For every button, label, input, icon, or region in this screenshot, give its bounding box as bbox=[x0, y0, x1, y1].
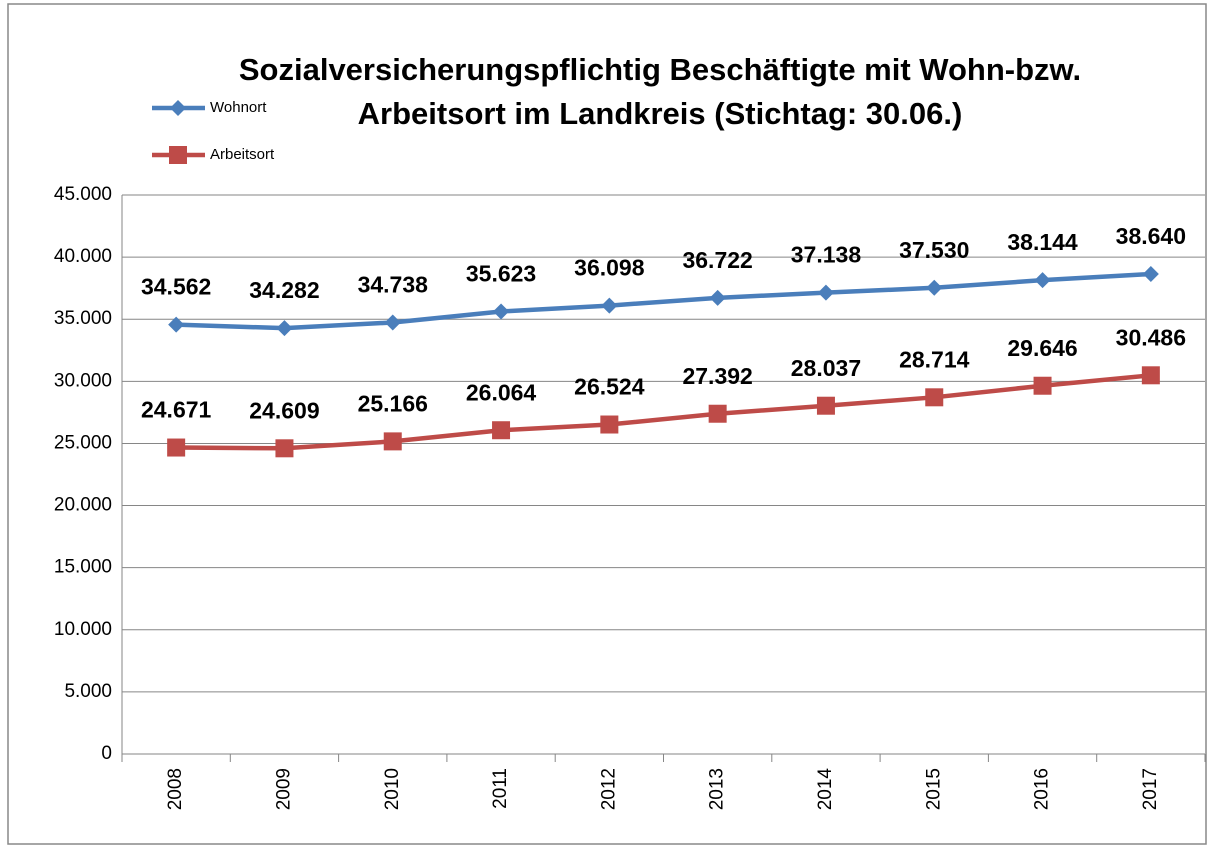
data-point bbox=[168, 316, 185, 333]
legend-label: Wohnort bbox=[210, 99, 267, 116]
data-point bbox=[167, 438, 186, 457]
y-tick-label: 25.000 bbox=[54, 432, 112, 453]
data-label: 25.166 bbox=[358, 390, 428, 416]
data-label: 30.486 bbox=[1116, 324, 1186, 350]
data-point bbox=[276, 320, 293, 337]
data-label: 34.562 bbox=[141, 274, 211, 300]
data-point bbox=[925, 388, 944, 407]
x-tick-label: 2017 bbox=[1140, 768, 1161, 810]
data-label: 38.640 bbox=[1116, 223, 1186, 249]
data-label: 37.138 bbox=[791, 242, 862, 268]
x-tick-label: 2010 bbox=[382, 768, 403, 810]
data-label: 36.098 bbox=[574, 255, 645, 281]
series-line bbox=[176, 373, 1152, 451]
x-tick-label: 2016 bbox=[1032, 768, 1053, 810]
legend-marker bbox=[170, 100, 186, 116]
x-tick-label: 2009 bbox=[273, 768, 294, 810]
data-point bbox=[709, 289, 726, 306]
data-label: 35.623 bbox=[466, 261, 536, 287]
legend-label: Arbeitsort bbox=[210, 146, 275, 163]
y-tick-label: 40.000 bbox=[54, 246, 112, 267]
x-tick-label: 2008 bbox=[165, 768, 186, 810]
data-point bbox=[492, 421, 511, 440]
data-label: 38.144 bbox=[1007, 229, 1078, 255]
data-label: 28.714 bbox=[899, 346, 970, 372]
data-label: 24.609 bbox=[249, 397, 319, 423]
x-tick-label: 2013 bbox=[707, 768, 728, 810]
data-label: 34.738 bbox=[358, 272, 429, 298]
data-label: 26.524 bbox=[574, 374, 645, 400]
data-label: 29.646 bbox=[1007, 335, 1077, 361]
data-point bbox=[1033, 376, 1052, 395]
data-point bbox=[817, 284, 834, 301]
x-tick-label: 2014 bbox=[815, 768, 836, 811]
y-tick-label: 10.000 bbox=[54, 619, 112, 640]
y-tick-label: 45.000 bbox=[54, 184, 112, 205]
y-tick-label: 35.000 bbox=[54, 308, 112, 329]
data-label: 34.282 bbox=[249, 277, 319, 303]
data-label: 36.722 bbox=[682, 247, 752, 273]
series-line bbox=[176, 271, 1151, 331]
chart-title: Sozialversicherungspflichtig Beschäftigt… bbox=[239, 52, 1081, 87]
data-label: 26.064 bbox=[466, 379, 537, 405]
data-point bbox=[708, 404, 727, 423]
x-tick-label: 2015 bbox=[923, 768, 944, 810]
data-point bbox=[1142, 266, 1159, 283]
data-label: 24.671 bbox=[141, 397, 212, 423]
data-label: 27.392 bbox=[682, 363, 752, 389]
data-label: 28.037 bbox=[791, 355, 861, 381]
y-tick-label: 20.000 bbox=[54, 495, 112, 516]
x-tick-label: 2011 bbox=[490, 768, 511, 809]
data-point bbox=[275, 439, 294, 458]
y-tick-label: 0 bbox=[101, 743, 112, 764]
data-point bbox=[493, 303, 510, 320]
data-point bbox=[600, 415, 619, 434]
y-tick-label: 30.000 bbox=[54, 370, 112, 391]
data-point bbox=[601, 297, 618, 314]
data-point bbox=[816, 396, 835, 415]
y-tick-label: 15.000 bbox=[54, 557, 112, 578]
y-tick-label: 5.000 bbox=[64, 681, 112, 702]
chart-title: Arbeitsort im Landkreis (Stichtag: 30.06… bbox=[358, 96, 963, 131]
legend-marker bbox=[169, 146, 187, 164]
data-point bbox=[1141, 366, 1160, 385]
x-tick-label: 2012 bbox=[598, 768, 619, 810]
data-label: 37.530 bbox=[899, 237, 969, 263]
data-point bbox=[926, 279, 943, 296]
data-point bbox=[383, 432, 402, 451]
data-point bbox=[384, 314, 401, 331]
data-point bbox=[1034, 272, 1051, 289]
